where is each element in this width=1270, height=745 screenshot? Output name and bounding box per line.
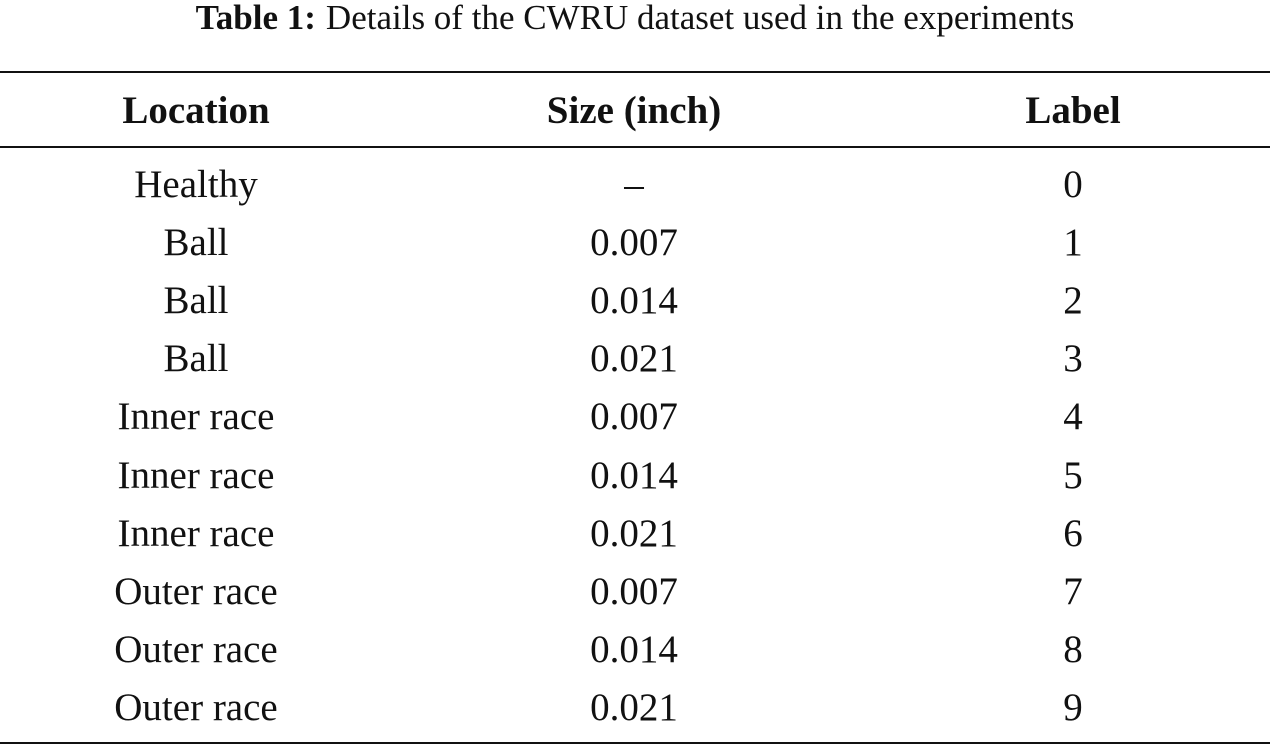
top-rule [0,71,1270,73]
table-cell: 0.021 [590,337,678,381]
table-cell: 0.007 [590,569,678,613]
table-cell: 4 [1063,395,1083,439]
table-cell: 7 [1063,569,1083,613]
table-cell: Inner race [117,395,275,439]
table-cell: 0.014 [590,453,678,497]
table-cell: Inner race [117,453,275,497]
table-cell: 0.021 [590,511,678,555]
table-cell: 5 [1063,453,1083,497]
table-cell: 9 [1063,685,1083,729]
table-cell: – [624,163,644,206]
table-cell: 0.014 [590,279,678,323]
table-cell: 0.007 [590,221,678,265]
table-cell: 2 [1063,279,1083,323]
caption-label: Table 1: [195,0,316,37]
column-header: Location [122,89,270,132]
table-cell: Ball [163,221,229,265]
table-cell: Ball [163,279,229,323]
table-cell: Outer race [114,627,278,671]
table-cell: 0.021 [590,685,678,729]
table-caption: Table 1: Details of the CWRU dataset used… [0,0,1270,36]
table-cell: 3 [1063,337,1083,381]
table-cell: Ball [163,337,229,381]
bottom-rule [0,742,1270,744]
table-cell: 1 [1063,221,1083,265]
table-cell: 0 [1063,163,1083,206]
table-cell: Outer race [114,569,278,613]
header-rule [0,146,1270,148]
caption-text: Details of the CWRU dataset used in the … [325,0,1075,37]
column-header: Label [1025,89,1121,132]
table-cell: 0.007 [590,395,678,439]
table-cell: Healthy [134,163,258,206]
table-cell: 8 [1063,627,1083,671]
table-cell: Inner race [117,511,275,555]
column-header: Size (inch) [546,89,722,132]
table-cell: 6 [1063,511,1083,555]
table-cell: 0.014 [590,627,678,671]
table-cell: Outer race [114,685,278,729]
